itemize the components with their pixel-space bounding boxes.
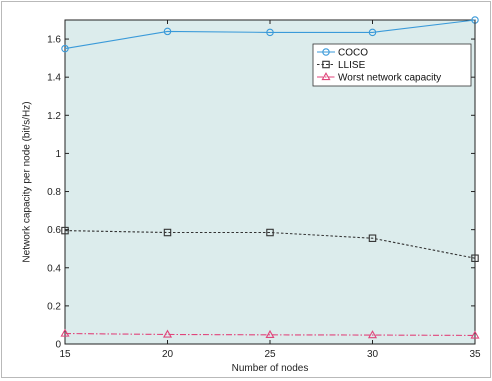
data-point	[61, 226, 69, 235]
y-tick-label: 0.4	[47, 263, 61, 274]
y-tick-label: 1	[55, 149, 61, 160]
y-tick-label: 0	[55, 340, 61, 351]
data-point	[61, 44, 69, 53]
data-point	[471, 254, 479, 262]
series-line	[64, 332, 476, 336]
legend-swatch-marker	[321, 72, 331, 81]
data-point	[368, 28, 377, 37]
data-point	[368, 234, 377, 242]
legend-swatch-marker	[322, 60, 330, 69]
data-point	[470, 330, 480, 339]
y-tick-label: 1.6	[47, 35, 61, 46]
data-point	[266, 28, 274, 37]
y-tick-label: 0.8	[47, 187, 61, 198]
legend-label: LLISE	[338, 60, 366, 71]
data-point	[265, 329, 275, 339]
x-tick-label: 35	[469, 349, 481, 360]
series-line	[64, 19, 476, 50]
legend-label: COCO	[338, 48, 368, 59]
x-tick-label: 25	[264, 349, 276, 360]
data-point	[60, 328, 70, 337]
data-point	[163, 27, 172, 36]
series-2	[60, 328, 480, 339]
series-1	[61, 226, 479, 262]
y-tick-label: 1.4	[47, 73, 61, 84]
y-tick-label: 1.2	[47, 111, 61, 122]
data-point	[367, 330, 378, 339]
x-axis-label: Number of nodes	[232, 363, 309, 374]
series-0	[61, 16, 479, 53]
data-point	[162, 329, 173, 338]
legend-box	[312, 43, 472, 87]
legend-label: Worst network capacity	[338, 73, 441, 84]
x-tick-label: 30	[367, 349, 379, 360]
series-line	[64, 230, 476, 259]
legend-swatch-marker	[322, 48, 330, 56]
data-point	[163, 228, 172, 237]
y-tick-label: 0.6	[47, 225, 61, 236]
x-tick-label: 20	[162, 349, 174, 360]
data-point	[266, 228, 274, 237]
x-tick-label: 15	[59, 349, 71, 360]
y-tick-label: 0.2	[47, 301, 61, 312]
y-axis-label: Network capacity per node (bit/s/Hz)	[22, 101, 33, 262]
